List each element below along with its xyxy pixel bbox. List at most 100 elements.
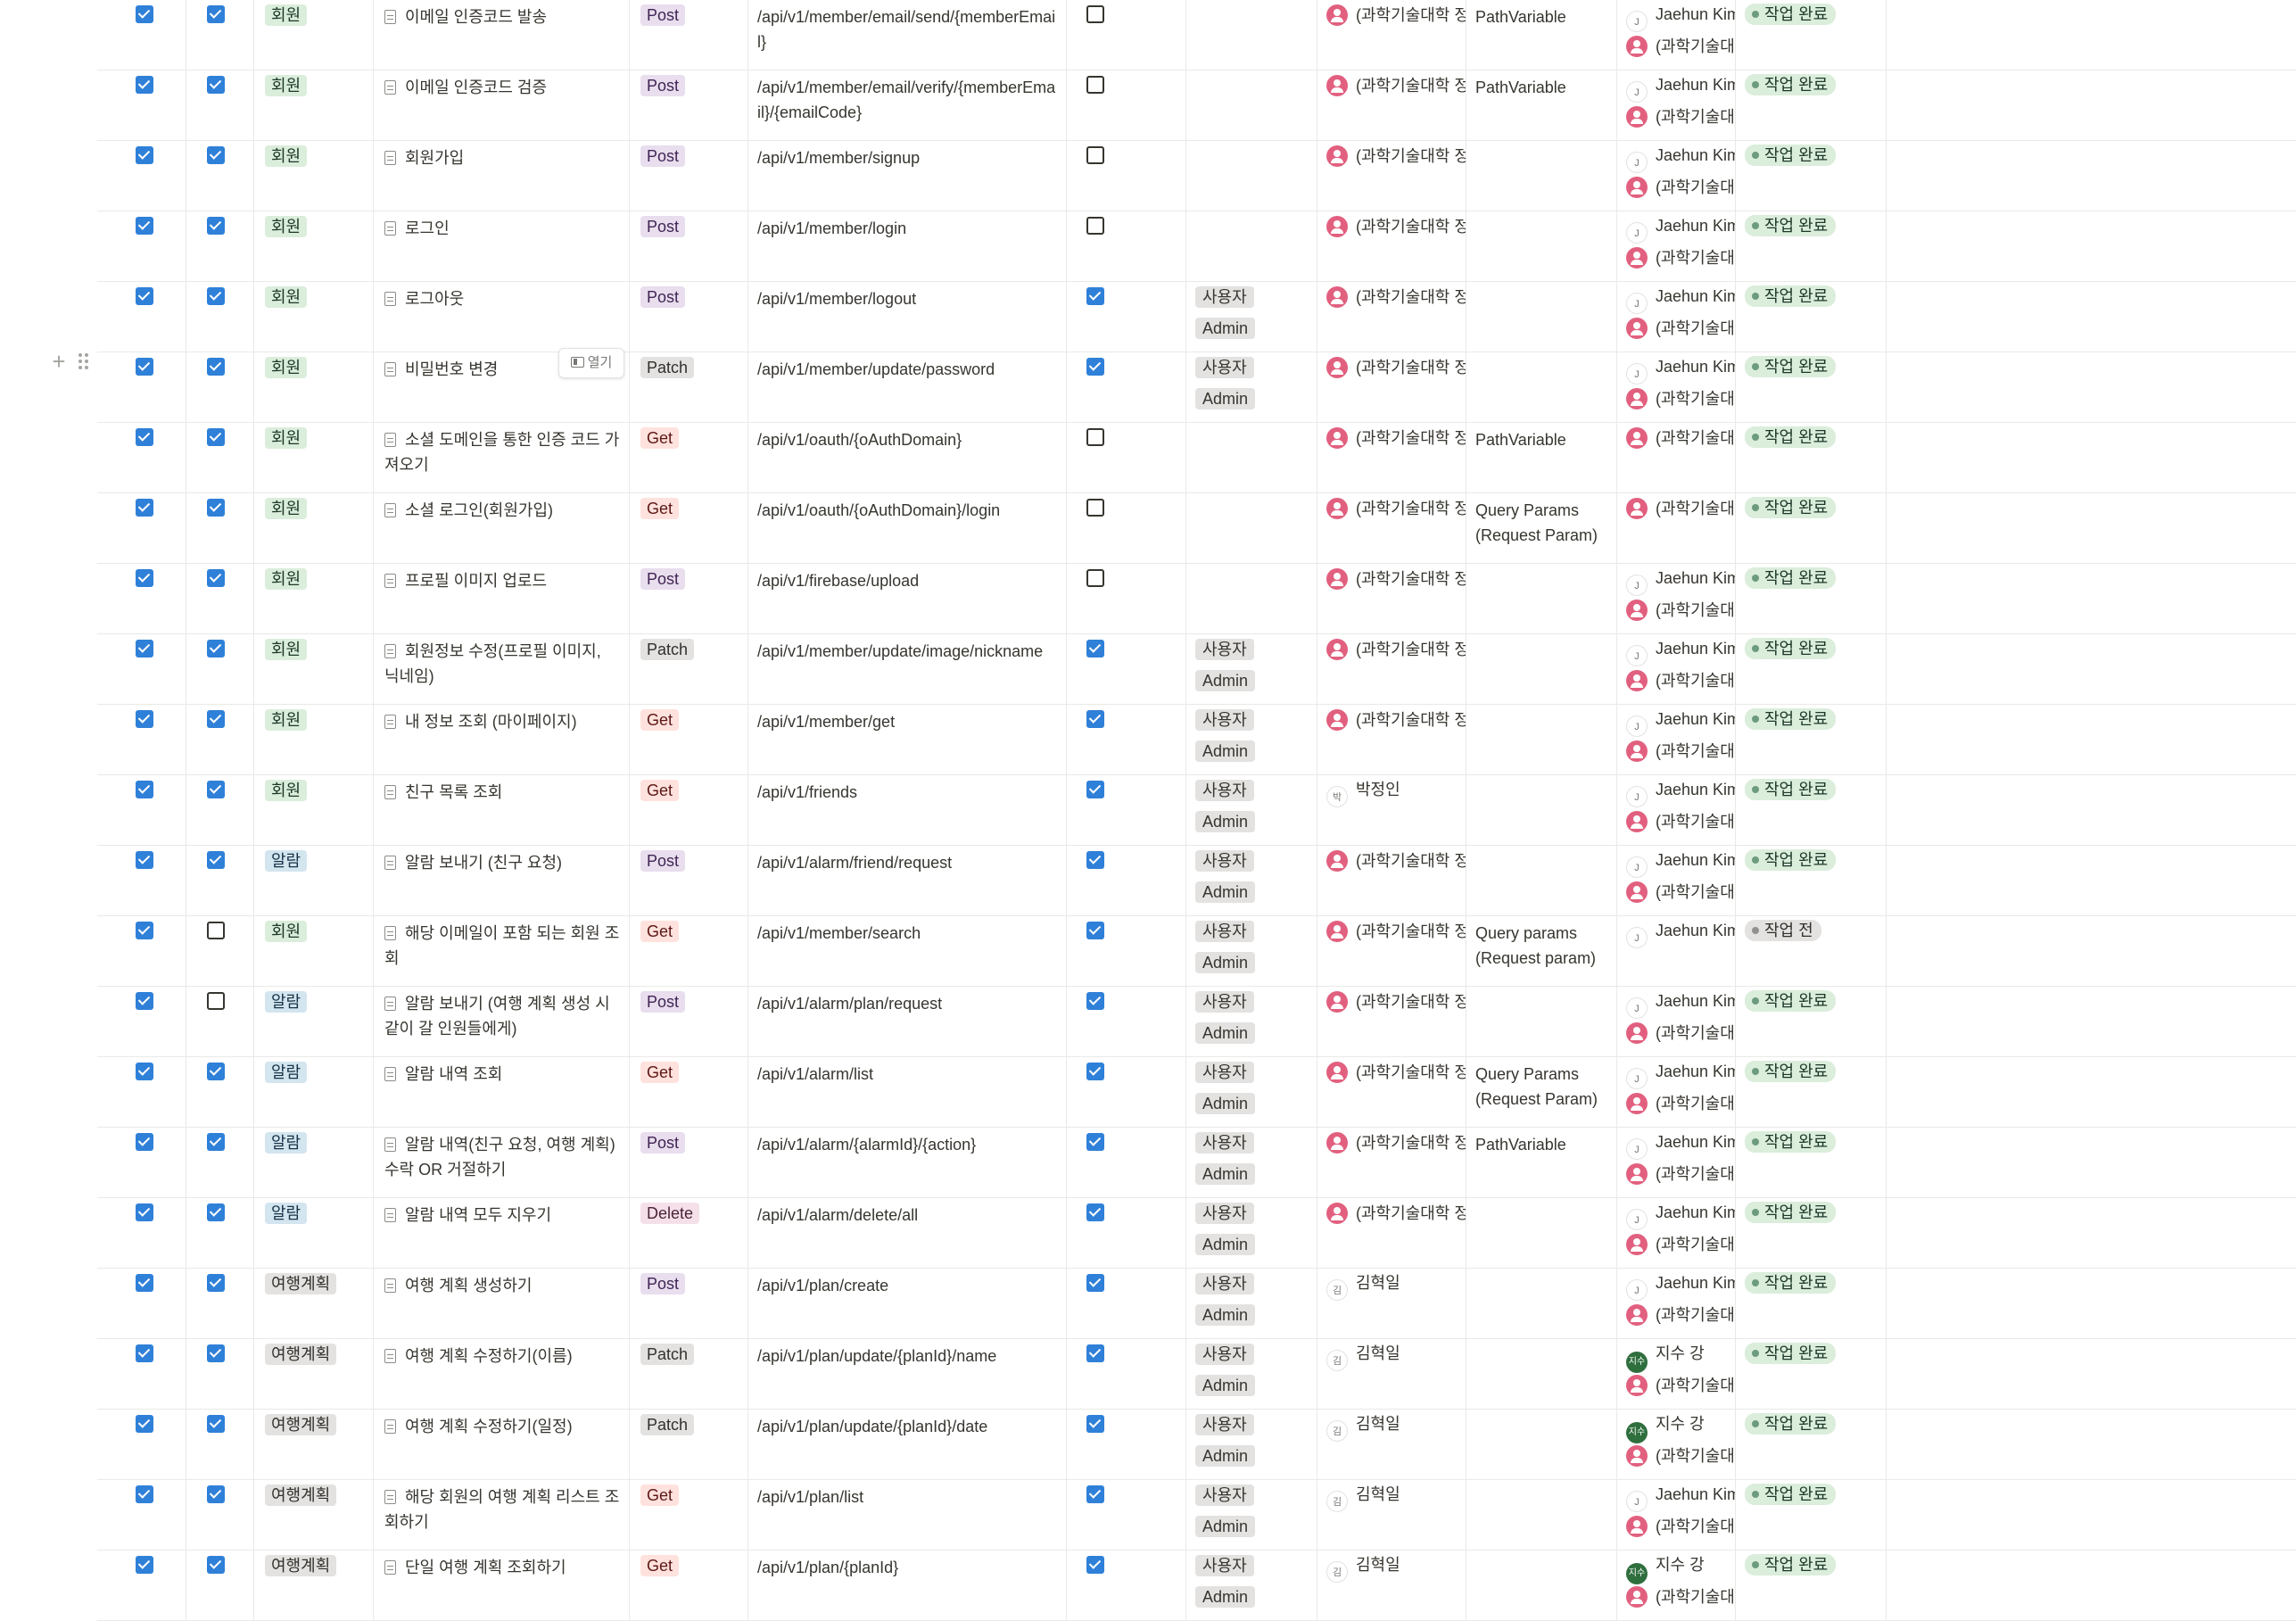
done-checkbox[interactable] bbox=[136, 287, 153, 305]
review-checkbox-cell[interactable] bbox=[186, 423, 254, 492]
endpoint-cell[interactable]: /api/v1/plan/update/{planId}/date bbox=[748, 1410, 1067, 1479]
category-cell[interactable]: 회원 bbox=[254, 916, 374, 986]
auth-cell[interactable] bbox=[1067, 211, 1186, 281]
title-cell[interactable]: 알람 보내기 (여행 계획 생성 시 같이 갈 인원들에게) bbox=[374, 987, 630, 1056]
endpoint-cell[interactable]: /api/v1/friends bbox=[748, 775, 1067, 845]
category-cell[interactable]: 알람 bbox=[254, 1198, 374, 1268]
title-cell[interactable]: 여행 계획 생성하기 bbox=[374, 1269, 630, 1338]
method-cell[interactable]: Get bbox=[630, 775, 748, 845]
done-checkbox[interactable] bbox=[136, 992, 153, 1010]
auth-checkbox[interactable] bbox=[1086, 851, 1104, 869]
title-cell[interactable]: 내 정보 조회 (마이페이지) bbox=[374, 705, 630, 774]
auth-checkbox[interactable] bbox=[1086, 1063, 1104, 1080]
status-cell[interactable]: 작업 완료 bbox=[1736, 564, 1887, 633]
category-cell[interactable]: 회원 bbox=[254, 705, 374, 774]
empty-cell[interactable] bbox=[1887, 0, 2296, 70]
title-cell[interactable]: 친구 목록 조회 bbox=[374, 775, 630, 845]
empty-cell[interactable] bbox=[1887, 70, 2296, 140]
param-note-cell[interactable] bbox=[1466, 141, 1617, 211]
review-checkbox[interactable] bbox=[207, 287, 225, 305]
empty-cell[interactable] bbox=[1887, 1339, 2296, 1409]
endpoint-cell[interactable]: /api/v1/member/update/image/nickname bbox=[748, 634, 1067, 704]
done-checkbox[interactable] bbox=[136, 1344, 153, 1362]
auth-checkbox[interactable] bbox=[1086, 922, 1104, 939]
roles-cell[interactable]: 사용자 Admin bbox=[1186, 1410, 1317, 1479]
status-cell[interactable]: 작업 완료 bbox=[1736, 352, 1887, 422]
title-cell[interactable]: 비밀번호 변경 bbox=[374, 352, 630, 422]
empty-cell[interactable] bbox=[1887, 987, 2296, 1056]
title-cell[interactable]: 소셜 로그인(회원가입) bbox=[374, 493, 630, 563]
auth-cell[interactable] bbox=[1067, 1269, 1186, 1338]
done-checkbox[interactable] bbox=[136, 710, 153, 728]
category-cell[interactable]: 알람 bbox=[254, 1057, 374, 1127]
roles-cell[interactable]: 사용자 Admin bbox=[1186, 846, 1317, 915]
auth-cell[interactable] bbox=[1067, 634, 1186, 704]
roles-cell[interactable]: 사용자 Admin bbox=[1186, 987, 1317, 1056]
param-note-cell[interactable]: PathVariable bbox=[1466, 423, 1617, 492]
auth-checkbox[interactable] bbox=[1086, 146, 1104, 164]
done-checkbox[interactable] bbox=[136, 1063, 153, 1080]
auth-checkbox[interactable] bbox=[1086, 710, 1104, 728]
method-cell[interactable]: Post bbox=[630, 564, 748, 633]
review-checkbox-cell[interactable] bbox=[186, 916, 254, 986]
review-checkbox-cell[interactable] bbox=[186, 564, 254, 633]
param-note-cell[interactable] bbox=[1466, 1410, 1617, 1479]
roles-cell[interactable] bbox=[1186, 564, 1317, 633]
title-cell[interactable]: 알람 내역(친구 요청, 여행 계획) 수락 OR 거절하기 bbox=[374, 1128, 630, 1197]
review-checkbox-cell[interactable] bbox=[186, 987, 254, 1056]
endpoint-cell[interactable]: /api/v1/member/signup bbox=[748, 141, 1067, 211]
method-cell[interactable]: Patch bbox=[630, 1410, 748, 1479]
param-note-cell[interactable] bbox=[1466, 1480, 1617, 1550]
status-cell[interactable]: 작업 완료 bbox=[1736, 141, 1887, 211]
done-checkbox-cell[interactable] bbox=[97, 775, 186, 845]
author-cell[interactable]: 박 박정인 bbox=[1317, 775, 1466, 845]
method-cell[interactable]: Get bbox=[630, 493, 748, 563]
auth-checkbox[interactable] bbox=[1086, 217, 1104, 235]
category-cell[interactable]: 회원 bbox=[254, 282, 374, 351]
review-checkbox-cell[interactable] bbox=[186, 1410, 254, 1479]
review-checkbox-cell[interactable] bbox=[186, 846, 254, 915]
assignees-cell[interactable]: J Jaehun Kim bbox=[1617, 916, 1736, 986]
author-cell[interactable]: (과학기술대학 정 bbox=[1317, 211, 1466, 281]
page-title[interactable]: 친구 목록 조회 bbox=[384, 780, 620, 805]
review-checkbox-cell[interactable] bbox=[186, 141, 254, 211]
endpoint-cell[interactable]: /api/v1/alarm/list bbox=[748, 1057, 1067, 1127]
review-checkbox[interactable] bbox=[207, 1415, 225, 1433]
done-checkbox-cell[interactable] bbox=[97, 493, 186, 563]
param-note-cell[interactable] bbox=[1466, 211, 1617, 281]
endpoint-cell[interactable]: /api/v1/alarm/friend/request bbox=[748, 846, 1067, 915]
param-note-cell[interactable]: PathVariable bbox=[1466, 70, 1617, 140]
method-cell[interactable]: Post bbox=[630, 1128, 748, 1197]
review-checkbox-cell[interactable] bbox=[186, 705, 254, 774]
done-checkbox[interactable] bbox=[136, 428, 153, 446]
endpoint-cell[interactable]: /api/v1/member/email/send/{memberEmail} bbox=[748, 0, 1067, 70]
category-cell[interactable]: 회원 bbox=[254, 634, 374, 704]
done-checkbox[interactable] bbox=[136, 1556, 153, 1574]
page-title[interactable]: 이메일 인증코드 검증 bbox=[384, 75, 620, 100]
status-cell[interactable]: 작업 완료 bbox=[1736, 211, 1887, 281]
review-checkbox-cell[interactable] bbox=[186, 634, 254, 704]
assignees-cell[interactable]: (과학기술대학 bbox=[1617, 493, 1736, 563]
author-cell[interactable]: (과학기술대학 정 bbox=[1317, 352, 1466, 422]
empty-cell[interactable] bbox=[1887, 775, 2296, 845]
title-cell[interactable]: 여행 계획 수정하기(이름) bbox=[374, 1339, 630, 1409]
review-checkbox-cell[interactable] bbox=[186, 1480, 254, 1550]
auth-cell[interactable] bbox=[1067, 493, 1186, 563]
auth-checkbox[interactable] bbox=[1086, 992, 1104, 1010]
param-note-cell[interactable] bbox=[1466, 705, 1617, 774]
auth-checkbox[interactable] bbox=[1086, 499, 1104, 517]
category-cell[interactable]: 알람 bbox=[254, 1128, 374, 1197]
page-title[interactable]: 여행 계획 수정하기(이름) bbox=[384, 1344, 620, 1369]
page-title[interactable]: 알람 보내기 (여행 계획 생성 시 같이 갈 인원들에게) bbox=[384, 991, 620, 1041]
param-note-cell[interactable] bbox=[1466, 564, 1617, 633]
page-title[interactable]: 회원정보 수정(프로필 이미지, 닉네임) bbox=[384, 639, 620, 689]
category-cell[interactable]: 회원 bbox=[254, 352, 374, 422]
title-cell[interactable]: 알람 보내기 (친구 요청) bbox=[374, 846, 630, 915]
method-cell[interactable]: Patch bbox=[630, 1339, 748, 1409]
status-cell[interactable]: 작업 완료 bbox=[1736, 1551, 1887, 1620]
done-checkbox-cell[interactable] bbox=[97, 916, 186, 986]
method-cell[interactable]: Post bbox=[630, 987, 748, 1056]
auth-cell[interactable] bbox=[1067, 1480, 1186, 1550]
empty-cell[interactable] bbox=[1887, 1480, 2296, 1550]
empty-cell[interactable] bbox=[1887, 282, 2296, 351]
